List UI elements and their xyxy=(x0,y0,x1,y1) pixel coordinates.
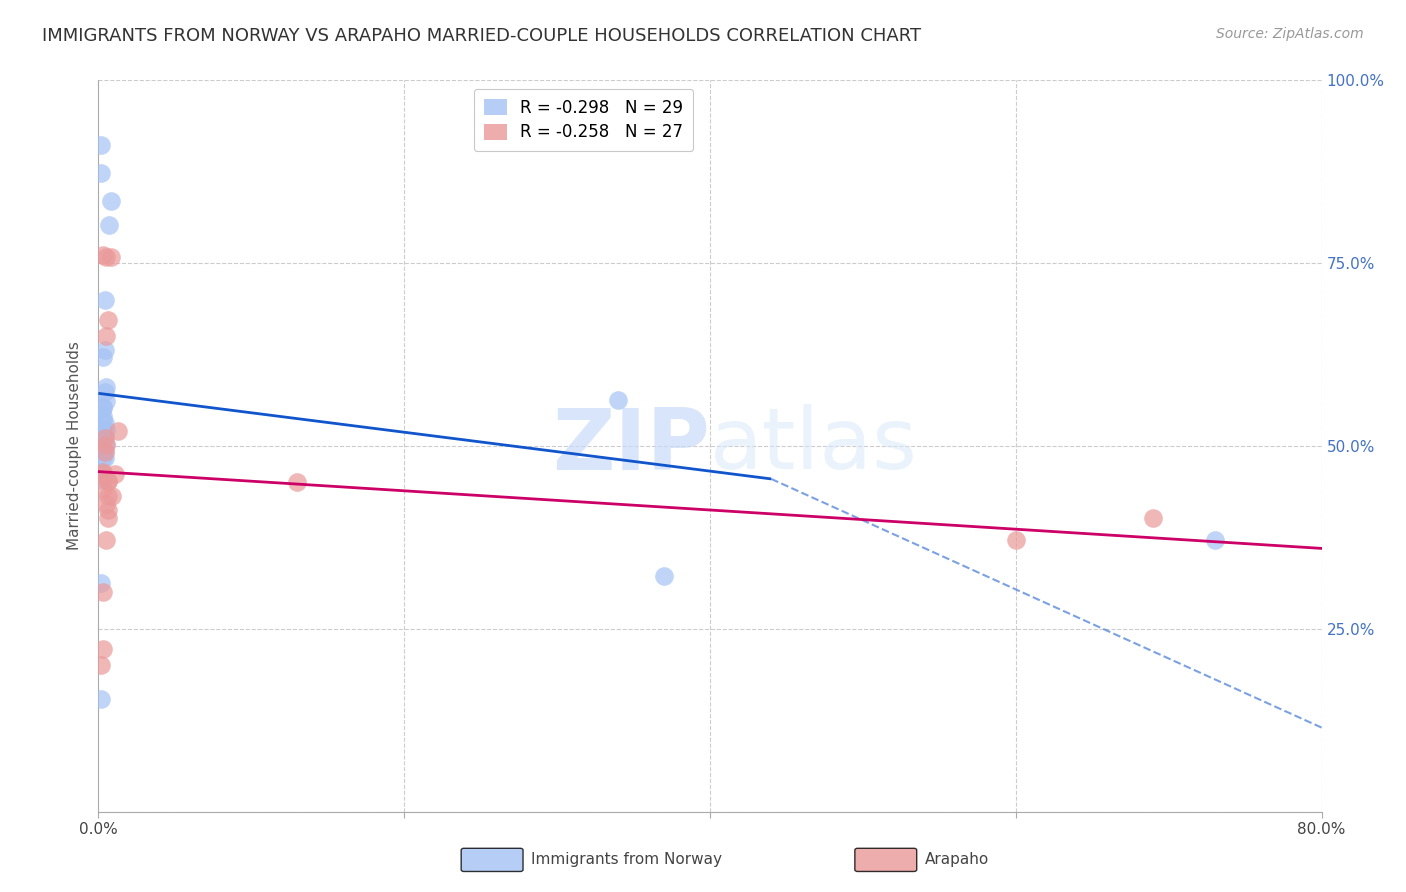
Point xyxy=(94,497,117,511)
Point xyxy=(97,489,120,503)
Point xyxy=(90,166,112,180)
Point xyxy=(104,467,127,481)
Text: IMMIGRANTS FROM NORWAY VS ARAPAHO MARRIED-COUPLE HOUSEHOLDS CORRELATION CHART: IMMIGRANTS FROM NORWAY VS ARAPAHO MARRIE… xyxy=(42,27,921,45)
Point xyxy=(91,450,114,465)
Point xyxy=(91,642,114,657)
Point xyxy=(91,248,114,262)
Point xyxy=(1004,533,1026,547)
Point xyxy=(93,416,115,430)
Point xyxy=(91,466,114,480)
Point xyxy=(97,474,120,488)
Point xyxy=(93,384,115,399)
Legend: R = -0.298   N = 29, R = -0.258   N = 27: R = -0.298 N = 29, R = -0.258 N = 27 xyxy=(474,88,693,152)
Point xyxy=(107,424,129,438)
Point xyxy=(94,393,117,408)
Point xyxy=(1204,533,1226,547)
Point xyxy=(94,437,117,451)
Point xyxy=(90,575,112,590)
Point xyxy=(91,401,114,415)
Point xyxy=(93,445,115,459)
Point xyxy=(93,431,115,445)
Point xyxy=(97,313,120,327)
Point xyxy=(94,437,117,451)
Point xyxy=(97,474,120,488)
Text: Arapaho: Arapaho xyxy=(925,853,990,867)
Point xyxy=(98,218,121,232)
Point xyxy=(93,343,115,358)
Point xyxy=(94,380,117,394)
Point xyxy=(91,584,114,599)
Point xyxy=(97,503,120,517)
Point xyxy=(90,692,112,706)
Y-axis label: Married-couple Households: Married-couple Households xyxy=(67,342,83,550)
Point xyxy=(91,409,114,423)
Point xyxy=(100,194,122,208)
FancyBboxPatch shape xyxy=(461,848,523,871)
Text: Source: ZipAtlas.com: Source: ZipAtlas.com xyxy=(1216,27,1364,41)
Point xyxy=(94,250,117,264)
Point xyxy=(93,445,115,459)
Point xyxy=(100,250,122,264)
Point xyxy=(94,533,117,547)
Point xyxy=(91,413,114,427)
Point xyxy=(90,137,112,152)
Point xyxy=(1142,511,1164,525)
Point xyxy=(91,350,114,364)
FancyBboxPatch shape xyxy=(855,848,917,871)
Text: atlas: atlas xyxy=(710,404,918,488)
Point xyxy=(93,451,115,466)
Point xyxy=(91,401,114,415)
Point xyxy=(97,510,120,524)
Point xyxy=(285,475,308,489)
Point xyxy=(93,293,115,307)
Point xyxy=(652,569,675,583)
Point xyxy=(91,467,114,481)
Point xyxy=(93,429,115,443)
Point xyxy=(91,482,114,496)
Text: Immigrants from Norway: Immigrants from Norway xyxy=(531,853,723,867)
Point xyxy=(94,423,117,437)
Point xyxy=(607,392,630,407)
Point xyxy=(91,474,114,488)
Point xyxy=(90,657,112,672)
Point xyxy=(101,489,124,503)
Point xyxy=(91,424,114,438)
Point xyxy=(90,466,112,480)
Point xyxy=(94,328,117,343)
Text: ZIP: ZIP xyxy=(553,404,710,488)
